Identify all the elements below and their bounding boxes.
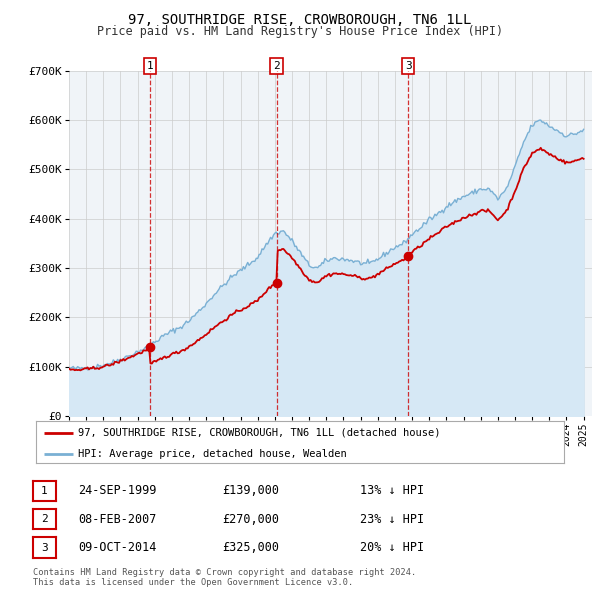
Text: This data is licensed under the Open Government Licence v3.0.: This data is licensed under the Open Gov… — [33, 578, 353, 587]
Text: HPI: Average price, detached house, Wealden: HPI: Average price, detached house, Weal… — [78, 449, 347, 459]
Text: 20% ↓ HPI: 20% ↓ HPI — [360, 541, 424, 554]
Text: 13% ↓ HPI: 13% ↓ HPI — [360, 484, 424, 497]
Text: 09-OCT-2014: 09-OCT-2014 — [78, 541, 157, 554]
Text: 97, SOUTHRIDGE RISE, CROWBOROUGH, TN6 1LL (detached house): 97, SOUTHRIDGE RISE, CROWBOROUGH, TN6 1L… — [78, 428, 441, 438]
Text: 2: 2 — [41, 514, 48, 524]
Text: 23% ↓ HPI: 23% ↓ HPI — [360, 513, 424, 526]
Text: £270,000: £270,000 — [222, 513, 279, 526]
Text: Contains HM Land Registry data © Crown copyright and database right 2024.: Contains HM Land Registry data © Crown c… — [33, 568, 416, 577]
Text: £325,000: £325,000 — [222, 541, 279, 554]
Text: 2: 2 — [273, 61, 280, 71]
Text: £139,000: £139,000 — [222, 484, 279, 497]
Text: 3: 3 — [41, 543, 48, 552]
Text: 08-FEB-2007: 08-FEB-2007 — [78, 513, 157, 526]
Text: 1: 1 — [41, 486, 48, 496]
Text: 1: 1 — [147, 61, 154, 71]
Text: 3: 3 — [405, 61, 412, 71]
Text: 97, SOUTHRIDGE RISE, CROWBOROUGH, TN6 1LL: 97, SOUTHRIDGE RISE, CROWBOROUGH, TN6 1L… — [128, 13, 472, 27]
Text: 24-SEP-1999: 24-SEP-1999 — [78, 484, 157, 497]
Text: Price paid vs. HM Land Registry's House Price Index (HPI): Price paid vs. HM Land Registry's House … — [97, 25, 503, 38]
